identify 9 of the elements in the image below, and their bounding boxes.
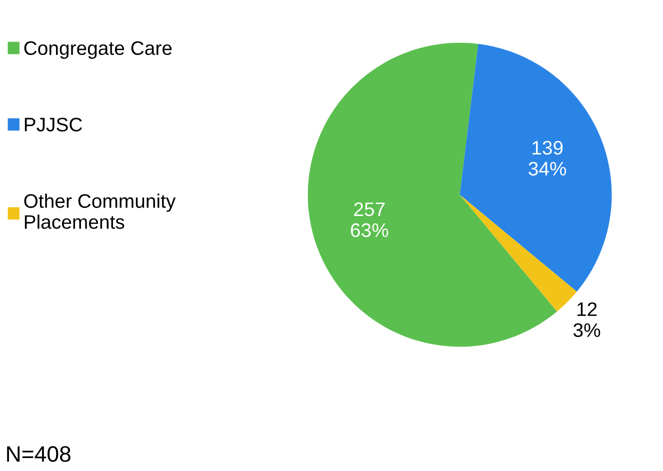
legend-label: Congregate Care bbox=[24, 41, 172, 59]
data-label: 139 34% bbox=[528, 140, 566, 176]
data-label: 257 63% bbox=[350, 202, 388, 238]
text: N=408 bbox=[7, 446, 70, 462]
data-label: 12 3% bbox=[573, 302, 600, 338]
legend-label: PJJSC bbox=[24, 118, 82, 132]
legend-label: Other Community Placements bbox=[24, 194, 176, 229]
pie-slice bbox=[460, 194, 577, 312]
pie-slice bbox=[460, 44, 612, 292]
